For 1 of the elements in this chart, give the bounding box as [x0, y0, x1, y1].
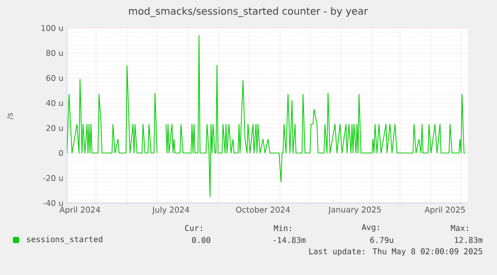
chart-title: mod_smacks/sessions_started counter - by year	[129, 7, 368, 17]
